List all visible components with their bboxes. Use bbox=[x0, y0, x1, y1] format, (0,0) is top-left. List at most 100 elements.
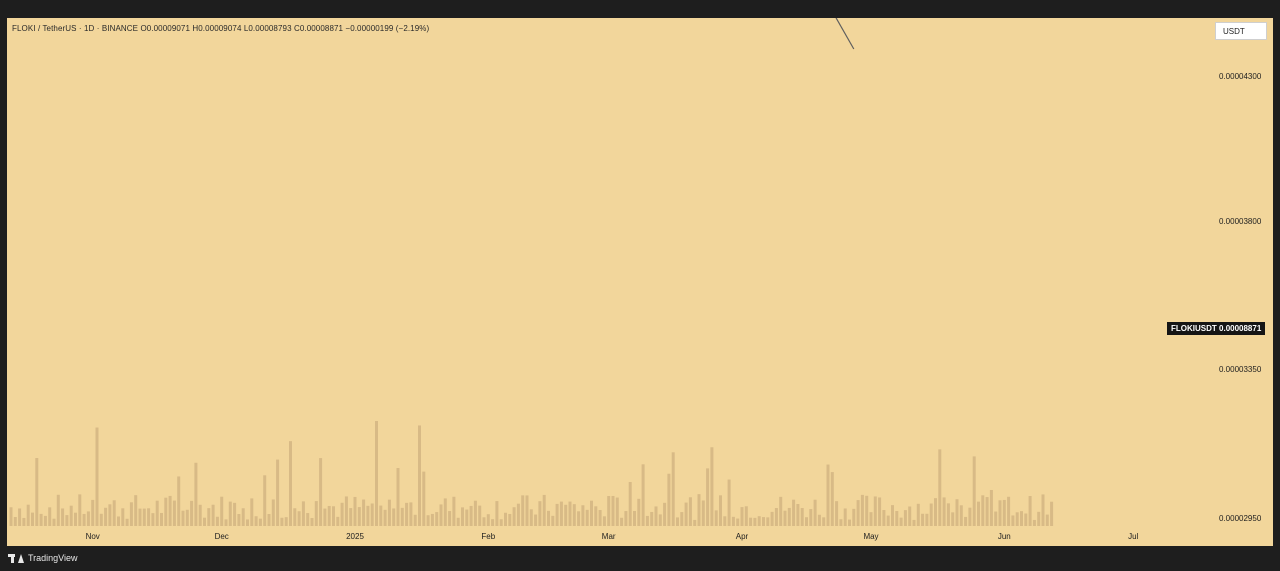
volume-bar bbox=[740, 507, 744, 526]
volume-bar bbox=[215, 516, 219, 526]
volume-bar bbox=[39, 513, 43, 526]
volume-bar bbox=[164, 497, 168, 526]
volume-bar bbox=[830, 472, 834, 526]
last-price-tag: FLOKIUSDT 0.00008871 bbox=[1167, 322, 1266, 335]
volume-bar bbox=[344, 496, 348, 526]
volume-bar bbox=[271, 499, 275, 526]
volume-bar bbox=[448, 511, 452, 526]
last-price-value: 0.00008871 bbox=[1219, 324, 1262, 333]
volume-bar bbox=[525, 495, 529, 526]
volume-bar bbox=[1045, 514, 1049, 526]
time-tick-label: Apr bbox=[736, 532, 749, 541]
volume-bar bbox=[667, 473, 671, 526]
volume-bar bbox=[142, 508, 146, 526]
volume-bar bbox=[396, 468, 400, 526]
volume-bar bbox=[633, 510, 636, 526]
brand-label: TradingView bbox=[28, 553, 78, 563]
volume-bar bbox=[224, 519, 228, 526]
volume-bar bbox=[48, 507, 52, 526]
volume-bar bbox=[289, 441, 292, 526]
volume-bar bbox=[749, 517, 753, 526]
trendline bbox=[835, 18, 855, 50]
volume-bar bbox=[684, 502, 688, 526]
volume-bar bbox=[426, 515, 430, 526]
volume-bar bbox=[1032, 519, 1036, 526]
price-chart[interactable]: 0.000440000.000380000.000320000.00028000… bbox=[7, 18, 1273, 546]
volume-bar bbox=[663, 502, 667, 526]
volume-bar bbox=[757, 516, 761, 526]
volume-bar bbox=[529, 509, 533, 526]
volume-bar bbox=[181, 510, 185, 526]
time-tick-label: Mar bbox=[602, 532, 616, 541]
volume-bar bbox=[61, 508, 65, 526]
volume-bar bbox=[783, 510, 787, 526]
volume-bar bbox=[280, 517, 284, 526]
volume-bar bbox=[349, 508, 353, 526]
volume-bar bbox=[568, 501, 572, 526]
volume-bar bbox=[276, 459, 280, 526]
volume-bar bbox=[843, 508, 847, 526]
volume-bar bbox=[310, 517, 314, 526]
tradingview-logo[interactable]: TradingView bbox=[8, 553, 78, 563]
volume-bar bbox=[542, 494, 546, 526]
volume-bar bbox=[654, 506, 658, 526]
volume-bar bbox=[942, 497, 946, 526]
volume-bar bbox=[538, 501, 542, 526]
volume-bar bbox=[594, 506, 598, 526]
volume-bar bbox=[499, 519, 503, 526]
volume-bar bbox=[697, 494, 701, 526]
volume-bar bbox=[375, 421, 378, 526]
volume-bar bbox=[934, 498, 937, 526]
volume-bar bbox=[9, 507, 13, 526]
volume-bar bbox=[719, 495, 722, 526]
price-unit-selector[interactable]: USDT bbox=[1215, 22, 1267, 40]
volume-bar bbox=[852, 508, 856, 526]
volume-bar bbox=[607, 496, 611, 526]
volume-bar bbox=[293, 508, 297, 526]
volume-bar bbox=[439, 504, 443, 526]
volume-bar bbox=[99, 513, 103, 526]
volume-bar bbox=[809, 509, 813, 526]
volume-bar bbox=[766, 517, 770, 526]
volume-bar bbox=[787, 507, 791, 526]
volume-bar bbox=[637, 498, 641, 526]
volume-bar bbox=[267, 514, 271, 526]
volume-bar bbox=[955, 499, 959, 526]
volume-bar bbox=[168, 495, 172, 526]
volume-bar bbox=[482, 517, 486, 526]
volume-bar bbox=[237, 514, 241, 526]
volume-bar bbox=[792, 499, 796, 526]
volume-bar bbox=[977, 501, 980, 526]
volume-bar bbox=[108, 504, 112, 526]
volume-bar bbox=[676, 517, 679, 526]
volume-bar bbox=[598, 510, 602, 526]
volume-bar bbox=[366, 505, 370, 526]
volume-bar bbox=[512, 507, 516, 526]
volume-bar bbox=[848, 519, 851, 526]
volume-bar bbox=[585, 509, 589, 526]
volume-bar bbox=[688, 497, 692, 526]
volume-bar bbox=[882, 510, 886, 526]
volume-bar bbox=[129, 502, 133, 526]
volume-bar bbox=[856, 500, 860, 526]
volume-bar bbox=[319, 458, 323, 526]
volume-bar bbox=[26, 504, 30, 526]
time-tick-label: Nov bbox=[86, 532, 100, 541]
volume-bar bbox=[134, 495, 138, 526]
volume-bar bbox=[723, 516, 727, 526]
volume-bar bbox=[74, 512, 77, 526]
volume-bar bbox=[78, 494, 82, 526]
volume-bar bbox=[82, 513, 86, 526]
volume-bar bbox=[1050, 501, 1054, 526]
volume-bar bbox=[564, 504, 568, 526]
volume-bar bbox=[770, 511, 774, 526]
volume-bar bbox=[332, 506, 335, 526]
volume-bar bbox=[624, 511, 628, 526]
volume-bar bbox=[456, 517, 460, 526]
volume-bar bbox=[959, 505, 963, 526]
volume-bar bbox=[353, 496, 357, 526]
volume-bar bbox=[572, 504, 576, 526]
volume-bar bbox=[551, 515, 555, 526]
volume-bar bbox=[362, 499, 366, 526]
price-tick-label: 0.00004300 bbox=[1219, 72, 1262, 81]
